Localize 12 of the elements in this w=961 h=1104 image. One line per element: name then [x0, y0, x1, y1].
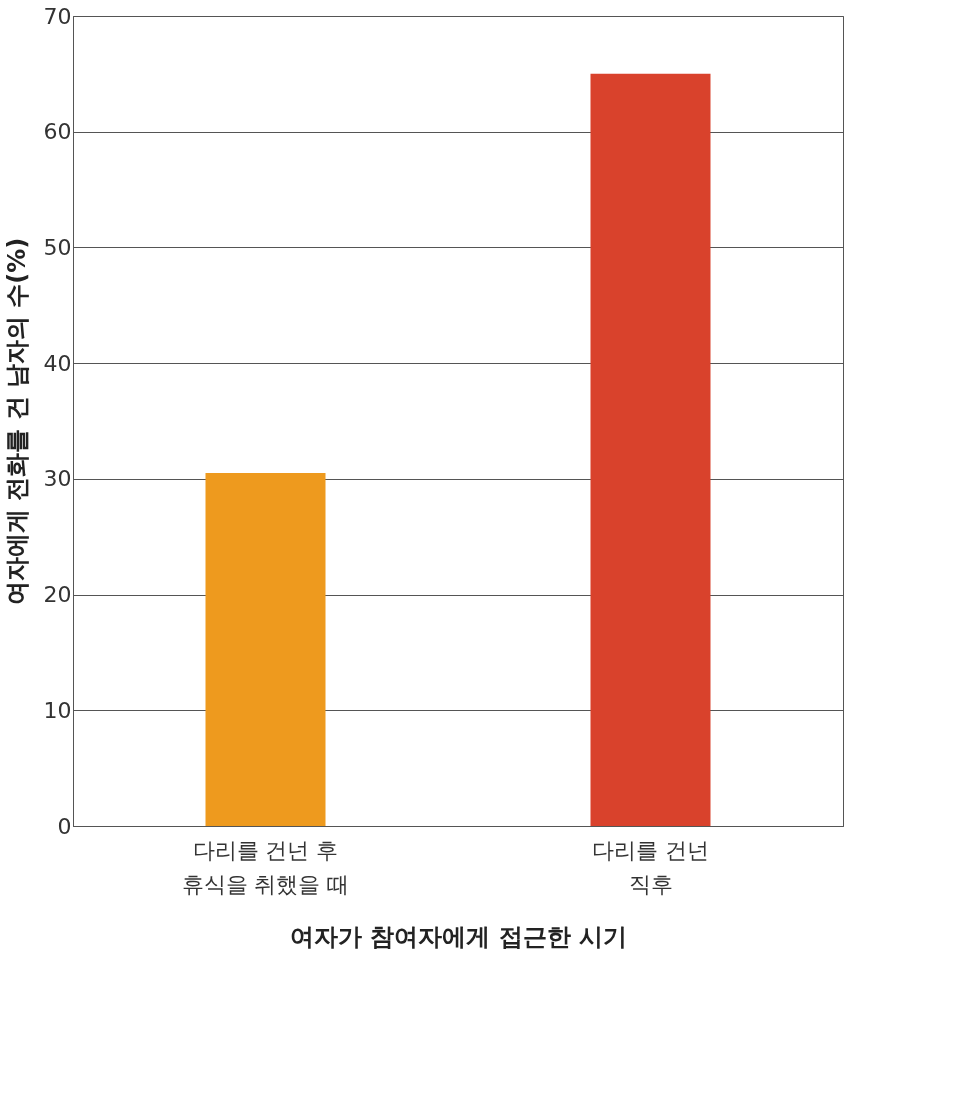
y-tick-label: 50 — [43, 234, 72, 260]
y-tick-label: 20 — [43, 582, 72, 608]
y-tick-label: 40 — [43, 350, 72, 376]
x-axis-title: 여자가 참여자에게 접근한 시기 — [289, 922, 628, 951]
x-tick-label: 다리를 건넌 후 휴식을 취했을 때 — [181, 837, 350, 897]
y-tick-label: 30 — [43, 466, 72, 492]
x-tick-label: 다리를 건넌 직후 — [592, 837, 709, 897]
y-tick-label: 60 — [43, 119, 72, 145]
y-tick-label: 0 — [57, 813, 72, 839]
y-tick-label: 10 — [43, 697, 72, 723]
y-tick-label: 70 — [43, 3, 72, 29]
y-axis-title: 여자에게 전화를 건 남자의 수(%) — [2, 237, 31, 606]
